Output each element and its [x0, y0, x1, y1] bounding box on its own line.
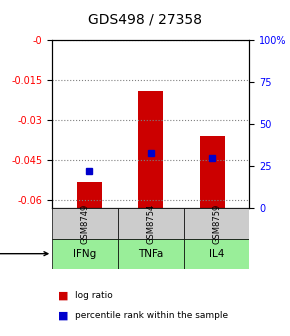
Text: ■: ■ — [58, 291, 68, 301]
Bar — [200, 136, 225, 208]
Text: log ratio: log ratio — [75, 291, 113, 300]
Text: percentile rank within the sample: percentile rank within the sample — [75, 311, 229, 320]
Text: TNFa: TNFa — [138, 249, 164, 259]
Text: GSM8749: GSM8749 — [81, 203, 90, 244]
Text: agent: agent — [0, 249, 48, 259]
FancyBboxPatch shape — [184, 239, 249, 269]
Text: ■: ■ — [58, 311, 68, 321]
FancyBboxPatch shape — [118, 239, 184, 269]
FancyBboxPatch shape — [52, 208, 118, 239]
Text: IFNg: IFNg — [73, 249, 97, 259]
Bar — [139, 91, 163, 208]
Bar — [77, 182, 102, 208]
Text: GDS498 / 27358: GDS498 / 27358 — [88, 13, 202, 27]
Text: IL4: IL4 — [209, 249, 224, 259]
FancyBboxPatch shape — [52, 239, 118, 269]
FancyBboxPatch shape — [118, 208, 184, 239]
Text: GSM8754: GSM8754 — [146, 203, 155, 244]
FancyBboxPatch shape — [184, 208, 249, 239]
Text: GSM8759: GSM8759 — [212, 203, 221, 244]
